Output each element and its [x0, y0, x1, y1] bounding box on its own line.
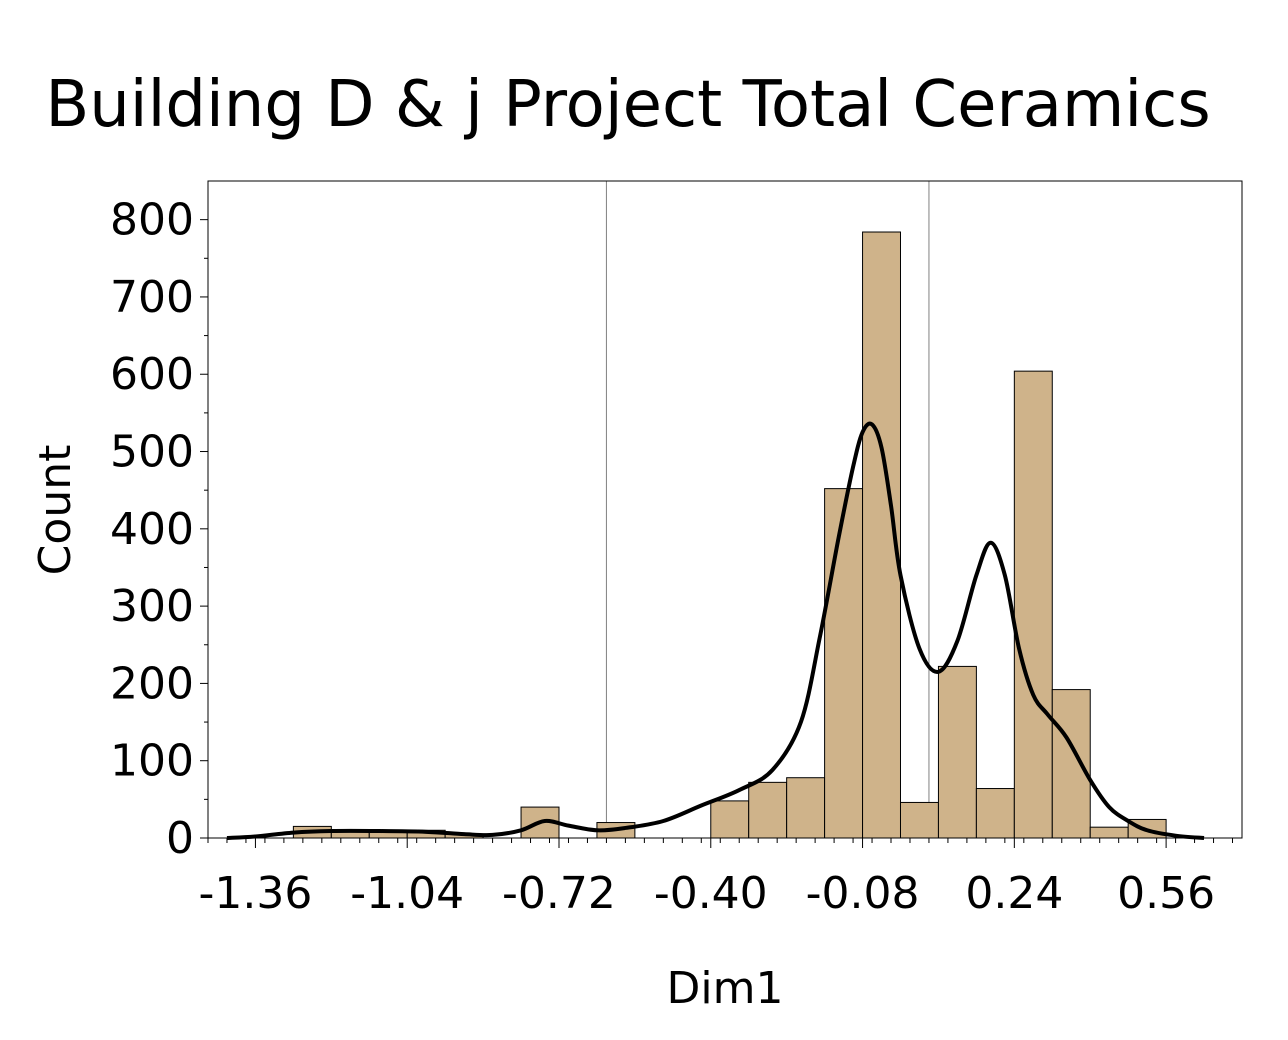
y-tick-label: 500 [110, 427, 194, 478]
y-axis: 0 100 200 300 400 500 600 700 800 [110, 195, 208, 864]
x-tick-label: -1.04 [350, 868, 464, 919]
histogram-bar [975, 788, 1015, 839]
y-tick-label: 600 [110, 349, 194, 400]
histogram-bar [710, 800, 750, 839]
y-tick-label: 800 [110, 195, 194, 246]
x-axis: -1.36 -1.04 -0.72 -0.40 -0.08 0.24 0.56 [199, 838, 1234, 919]
x-tick-label: -0.72 [502, 868, 616, 919]
y-tick-label: 100 [110, 736, 194, 787]
histogram-bar [1051, 689, 1091, 839]
x-axis-label: Dim1 [667, 963, 784, 1014]
histogram-bar [1089, 826, 1129, 839]
histogram-bar [1013, 370, 1053, 839]
plot-frame [207, 180, 1243, 839]
x-tick-label: 0.56 [1117, 868, 1215, 919]
histogram-bar [824, 488, 864, 839]
x-tick-label: -0.08 [806, 868, 920, 919]
y-tick-label: 700 [110, 272, 194, 323]
y-tick-label: 200 [110, 658, 194, 709]
histogram-bars [292, 231, 1167, 839]
x-tick-label: -0.40 [654, 868, 768, 919]
y-axis-label: Count [30, 445, 81, 576]
reference-lines [605, 181, 930, 838]
x-tick-label: -1.36 [199, 868, 313, 919]
y-tick-label: 300 [110, 581, 194, 632]
x-tick-label: 0.24 [965, 868, 1063, 919]
chart-title: Building D & j Project Total Ceramics [45, 68, 1211, 142]
histogram-bar [786, 777, 826, 839]
y-tick-label: 0 [166, 813, 194, 864]
histogram-bar [899, 801, 939, 839]
y-tick-label: 400 [110, 504, 194, 555]
histogram-bar [748, 781, 788, 839]
density-curve [226, 421, 1205, 840]
histogram-bar [937, 665, 977, 839]
